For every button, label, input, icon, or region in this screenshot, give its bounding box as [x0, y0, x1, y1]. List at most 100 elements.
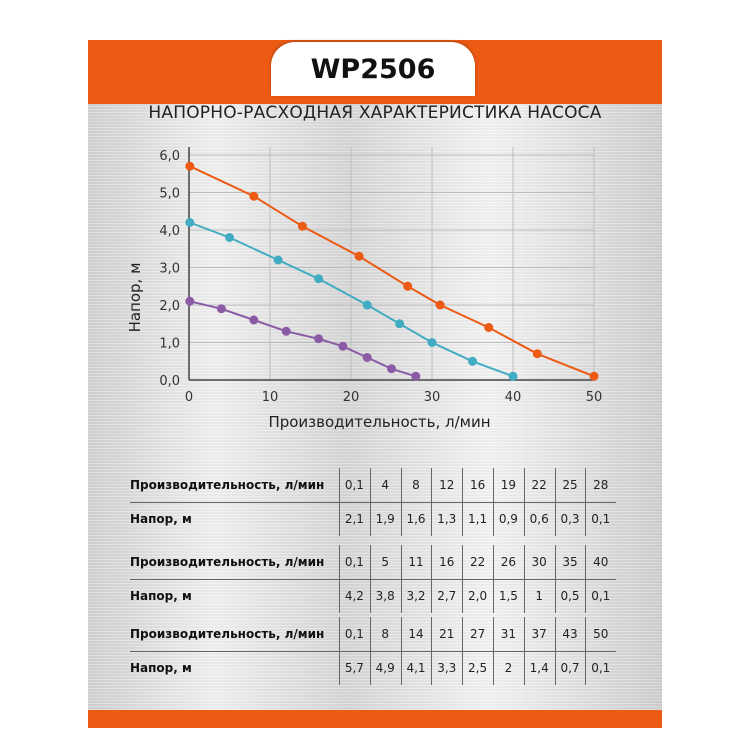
table-cell: 50 — [593, 627, 609, 641]
data-point — [185, 296, 195, 306]
row-divider — [130, 502, 616, 503]
column-divider — [400, 468, 402, 536]
y-tick-label: 5,0 — [159, 187, 180, 202]
column-divider — [369, 617, 371, 685]
table-cell: 12 — [439, 478, 455, 492]
column-divider — [462, 545, 464, 613]
column-divider — [523, 468, 525, 536]
data-point — [362, 300, 372, 310]
row-label: Напор, м — [130, 512, 192, 526]
table-cell: 5,7 — [344, 661, 364, 675]
table-row: Напор, м 5,7 4,9 4,1 3,3 2,5 2 1,4 0,7 0,1 — [130, 651, 616, 685]
data-point — [589, 371, 599, 381]
data-point — [387, 364, 396, 374]
x-tick-label: 0 — [185, 390, 193, 405]
table-cell: 40 — [593, 555, 609, 569]
data-point — [273, 255, 283, 265]
table-cell: 4,2 — [344, 589, 364, 603]
table-cell: 22 — [531, 478, 547, 492]
table-cell: 0,1 — [344, 555, 364, 569]
data-point — [532, 349, 542, 359]
table-cell: 2,1 — [344, 512, 364, 526]
table-cell: 11 — [408, 555, 424, 569]
data-point — [484, 323, 494, 332]
table-cell: 37 — [531, 627, 547, 641]
column-divider — [339, 468, 340, 536]
data-point — [354, 251, 364, 261]
table-cell: 30 — [531, 555, 547, 569]
x-tick-label: 20 — [343, 390, 360, 405]
data-point — [362, 353, 372, 362]
table-cell: 1,4 — [529, 661, 549, 675]
column-divider — [369, 468, 371, 536]
table-cell: 0,1 — [591, 661, 611, 675]
table-row: Производительность, л/мин 0,1 5 11 16 22 26 30 3… — [130, 545, 616, 579]
table-cell: 25 — [562, 478, 578, 492]
data-point — [427, 338, 437, 347]
column-divider — [462, 617, 464, 685]
row-label: Производительность, л/мин — [130, 555, 325, 569]
y-tick-label: 4,0 — [159, 224, 180, 239]
table-cell: 26 — [500, 555, 517, 569]
table-cell: 1,1 — [468, 512, 488, 526]
table-cell: 16 — [469, 478, 486, 492]
column-divider — [554, 468, 556, 536]
chart-title: НАПОРНО-РАСХОДНАЯ ХАРАКТЕРИСТИКА НАСОСА — [148, 103, 602, 123]
column-divider — [431, 617, 433, 685]
table-cell: 2,7 — [437, 589, 457, 603]
table-row: Производительность, л/мин 0,1 4 8 12 16 19 22 25… — [130, 468, 616, 502]
row-label: Производительность, л/мин — [130, 478, 325, 492]
y-tick-label: 1,0 — [159, 337, 180, 352]
table-cell: 3,3 — [437, 661, 457, 675]
table-cell: 0,6 — [529, 512, 549, 526]
table-row: Напор, м 4,2 3,8 3,2 2,7 2,0 1,5 1 0,5 0,1 — [130, 579, 616, 613]
row-label: Напор, м — [130, 661, 192, 675]
column-divider — [462, 468, 464, 536]
table-cell: 0,1 — [344, 478, 364, 492]
column-divider — [339, 617, 340, 685]
table-cell: 1,9 — [375, 512, 395, 526]
table-row: Напор, м 2,1 1,9 1,6 1,3 1,1 0,9 0,6 0,3 0,1 — [130, 502, 616, 536]
table-cell: 2,0 — [468, 589, 488, 603]
data-point — [338, 341, 348, 351]
column-divider — [493, 545, 494, 613]
table-cell: 8 — [381, 627, 390, 641]
column-divider — [431, 545, 433, 613]
column-divider — [585, 545, 587, 613]
column-divider — [554, 617, 556, 685]
column-divider — [369, 545, 371, 613]
table-cell: 21 — [439, 627, 455, 641]
data-point — [508, 371, 518, 381]
table-cell: 14 — [408, 627, 424, 641]
table-cell: 3,8 — [375, 589, 395, 603]
table-cell: 4 — [381, 478, 390, 492]
table-cell: 1,3 — [437, 512, 457, 526]
table-row: Производительность, л/мин 0,1 8 14 21 27 31 37 4… — [130, 617, 616, 651]
y-tick-label: 6,0 — [159, 149, 180, 164]
x-tick-label: 30 — [424, 390, 441, 405]
data-point — [216, 304, 226, 314]
table-cell: 31 — [500, 627, 517, 641]
brushed-metal-panel — [88, 40, 662, 710]
x-tick-label: 50 — [586, 390, 603, 405]
data-point — [225, 233, 234, 242]
table-cell: 22 — [469, 555, 486, 569]
table-cell: 0,1 — [591, 512, 611, 526]
table-cell: 4,9 — [375, 661, 395, 675]
column-divider — [493, 617, 494, 685]
column-divider — [400, 617, 402, 685]
table-cell: 2 — [504, 661, 513, 675]
table-cell: 5 — [381, 555, 390, 569]
data-point — [395, 319, 405, 329]
data-point — [314, 274, 324, 284]
data-point — [411, 371, 421, 381]
column-divider — [400, 545, 402, 613]
data-point — [403, 281, 413, 291]
table-cell: 43 — [562, 627, 578, 641]
bottom-accent-band — [88, 710, 662, 728]
table-cell: 19 — [500, 478, 517, 492]
table-cell: 27 — [469, 627, 486, 641]
table-cell: 0,9 — [498, 512, 518, 526]
data-point — [249, 191, 259, 201]
